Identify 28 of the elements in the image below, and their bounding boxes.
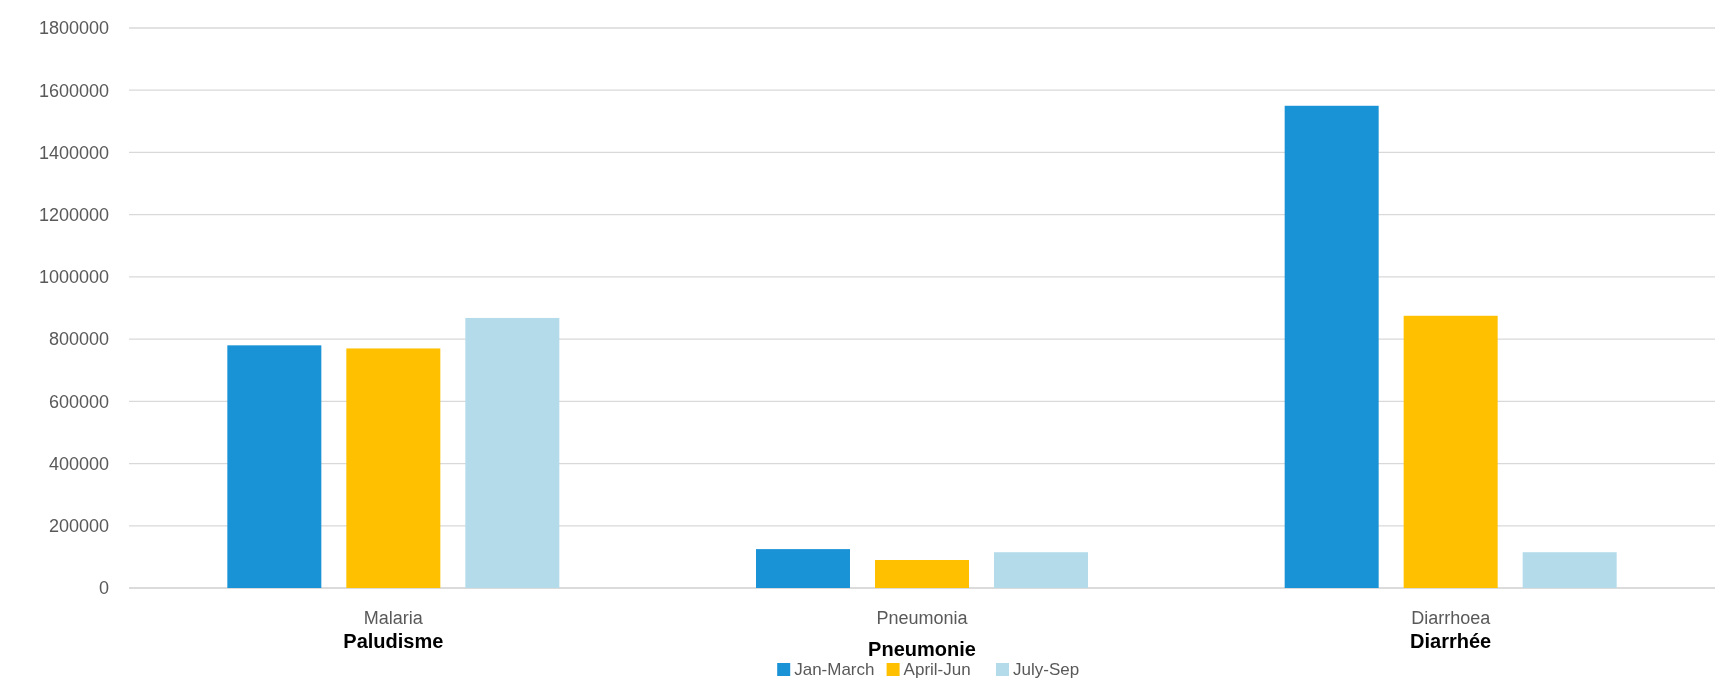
bar <box>875 560 969 588</box>
bar <box>994 552 1088 588</box>
y-tick-label: 400000 <box>48 453 109 474</box>
y-tick-label: 800000 <box>48 329 109 350</box>
y-tick-label: 200000 <box>48 516 109 537</box>
legend-label: July-Sep <box>1013 660 1080 679</box>
legend-label: April-Jun <box>903 660 971 679</box>
bar <box>227 345 322 588</box>
y-tick-label: 600000 <box>48 391 109 412</box>
legend-label: Jan-March <box>794 660 875 679</box>
x-tick-label: Malaria <box>363 608 424 628</box>
y-tick-label: 0 <box>98 578 109 599</box>
bar <box>346 348 441 588</box>
y-tick-label: 1600000 <box>38 80 109 101</box>
bar <box>1522 552 1617 588</box>
y-tick-label: 1200000 <box>38 204 109 225</box>
text: Paludisme <box>343 630 444 652</box>
bar <box>1284 105 1379 588</box>
y-tick-label: 1800000 <box>38 18 109 39</box>
bar <box>756 549 850 588</box>
text: Diarrhée <box>1410 630 1492 652</box>
x-tick-label: Pneumonia <box>876 608 969 628</box>
x-tick-label: Diarrhoea <box>1411 608 1492 628</box>
text: Pneumonie <box>868 638 976 660</box>
bar <box>1403 315 1498 588</box>
bar <box>465 317 560 588</box>
y-tick-label: 1400000 <box>38 142 109 163</box>
y-tick-label: 1000000 <box>38 267 109 288</box>
